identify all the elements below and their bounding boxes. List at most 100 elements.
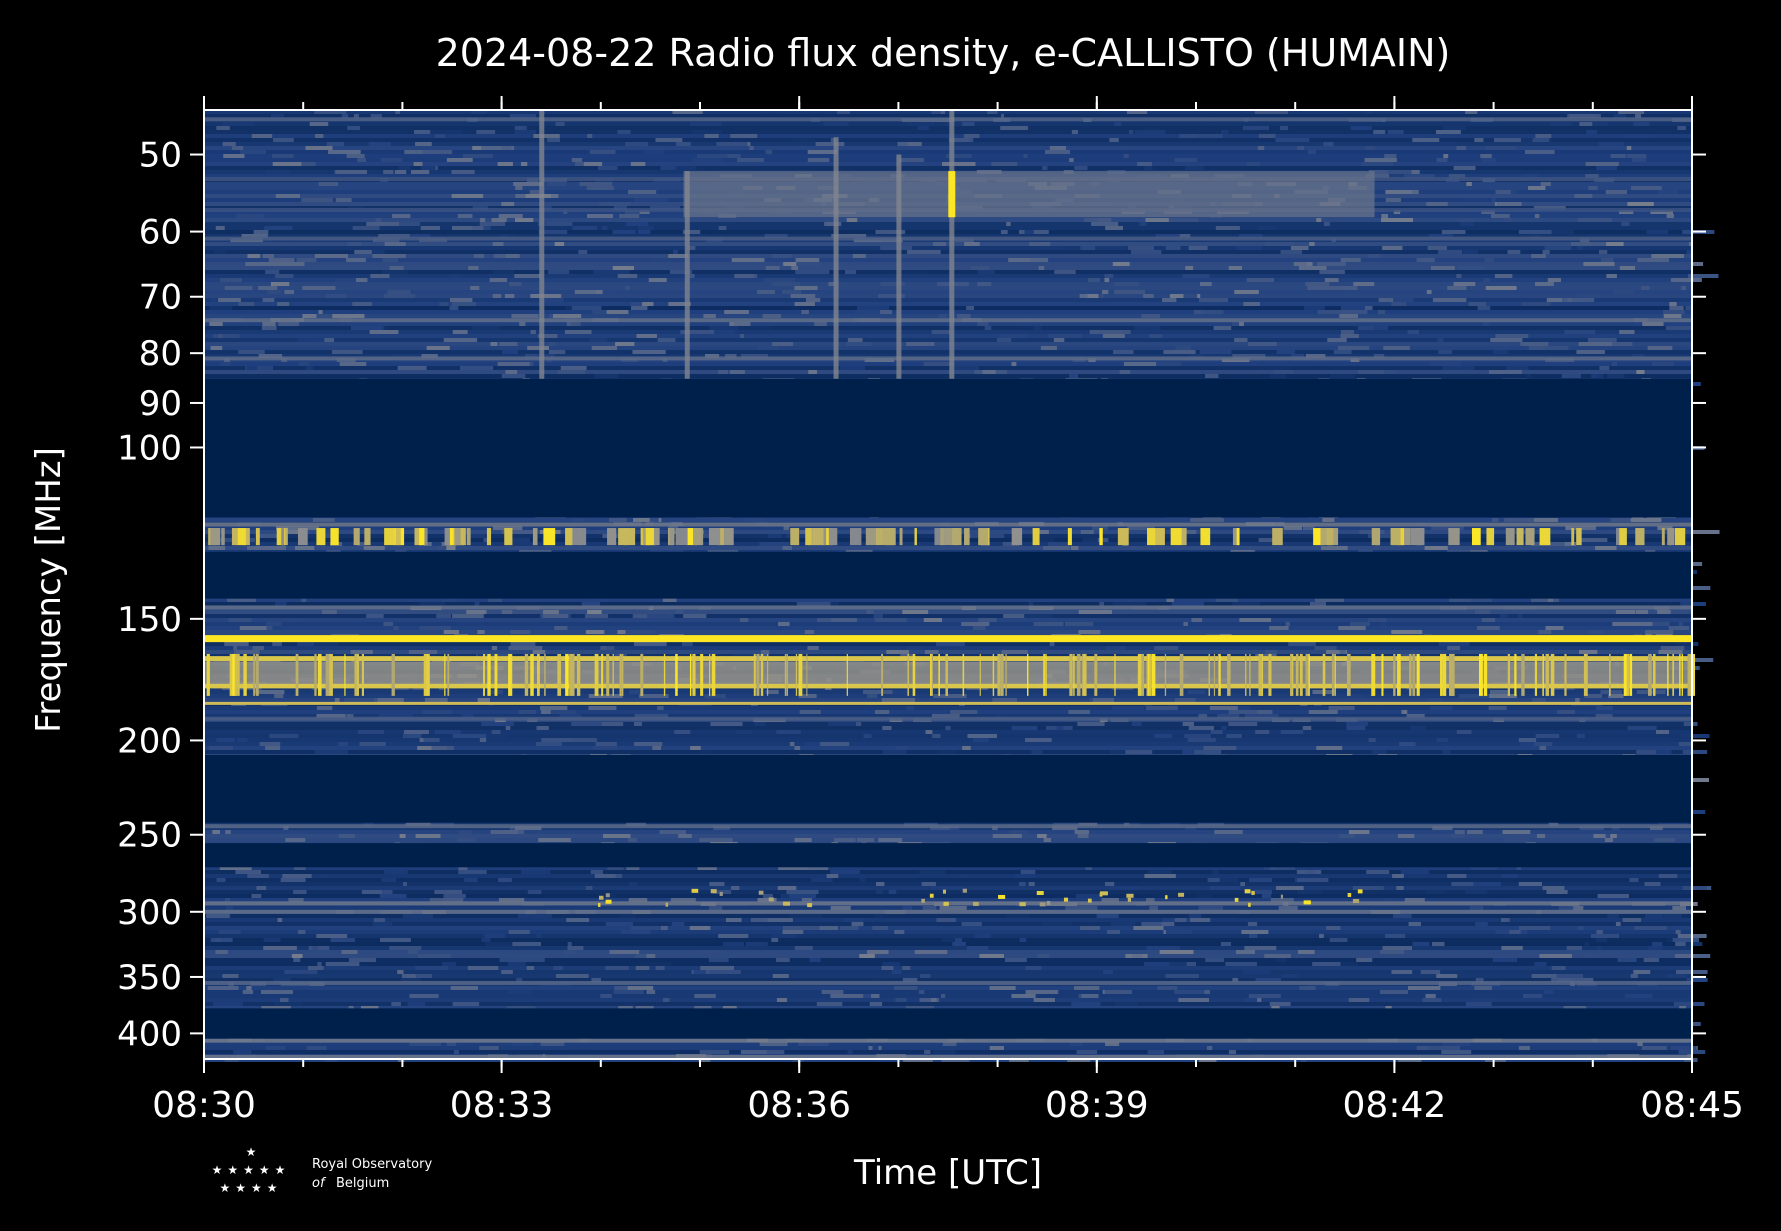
texture-speckle <box>298 362 310 366</box>
rfi-spike <box>784 653 786 696</box>
texture-speckle <box>409 994 439 998</box>
rfi-spike <box>1094 653 1098 696</box>
texture-speckle <box>228 618 252 622</box>
texture-speckle <box>655 138 683 142</box>
rfi-speckle <box>486 528 492 546</box>
texture-speckle <box>874 618 907 622</box>
texture-speckle <box>1688 242 1693 246</box>
texture-speckle <box>1228 1050 1236 1054</box>
texture-speckle <box>1576 734 1585 738</box>
texture-speckle <box>1416 258 1435 262</box>
texture-speckle <box>603 834 631 838</box>
texture-speckle <box>1436 158 1448 162</box>
texture-speckle <box>366 222 400 226</box>
texture-row <box>204 230 1692 234</box>
texture-speckle <box>479 1046 499 1050</box>
rfi-dot <box>998 894 1006 899</box>
texture-row <box>204 834 1692 838</box>
texture-speckle <box>807 646 819 650</box>
rfi-spike <box>1208 653 1211 696</box>
texture-speckle <box>1523 994 1543 998</box>
texture-speckle <box>1392 874 1404 878</box>
texture-speckle <box>316 934 348 938</box>
texture-speckle <box>559 714 582 718</box>
texture-speckle <box>630 306 648 310</box>
texture-speckle <box>265 746 281 750</box>
blank-band <box>204 378 1692 518</box>
texture-speckle <box>1302 726 1312 730</box>
texture-speckle <box>626 222 649 226</box>
texture-speckle <box>573 518 585 522</box>
texture-speckle <box>505 370 518 374</box>
texture-speckle <box>1193 310 1224 314</box>
texture-speckle <box>251 134 273 138</box>
texture-speckle <box>1590 934 1620 938</box>
texture-speckle <box>852 254 866 258</box>
texture-speckle <box>1134 130 1166 134</box>
texture-speckle <box>1399 742 1416 746</box>
texture-speckle <box>1407 170 1420 174</box>
texture-speckle <box>1242 970 1272 974</box>
rfi-spike <box>1245 653 1247 696</box>
texture-row <box>204 298 1692 302</box>
rfi-speckle <box>717 528 724 546</box>
texture-speckle <box>792 138 816 142</box>
texture-speckle <box>1178 998 1210 1002</box>
texture-speckle <box>1619 266 1636 270</box>
texture-speckle <box>750 918 777 922</box>
texture-speckle <box>745 942 768 946</box>
rfi-speckle <box>1326 528 1334 546</box>
texture-speckle <box>731 654 757 658</box>
texture-speckle <box>1043 546 1070 550</box>
texture-speckle <box>266 618 299 622</box>
texture-speckle <box>499 958 519 962</box>
texture-speckle <box>1598 142 1624 146</box>
texture-speckle <box>662 598 677 602</box>
texture-speckle <box>1400 870 1430 874</box>
texture-speckle <box>1055 998 1081 1002</box>
texture-speckle <box>1069 158 1074 162</box>
texture-speckle <box>1297 890 1322 894</box>
texture-speckle <box>1228 722 1258 726</box>
rfi-spike <box>709 653 711 696</box>
logo-text-line2: Belgium <box>336 1176 389 1191</box>
texture-speckle <box>588 598 607 602</box>
texture-speckle <box>324 338 335 342</box>
texture-speckle <box>240 150 266 154</box>
texture-speckle <box>270 282 290 286</box>
texture-speckle <box>782 926 802 930</box>
texture-speckle <box>778 622 790 626</box>
rfi-spike <box>232 653 237 696</box>
texture-speckle <box>1070 546 1079 550</box>
texture-speckle <box>1596 946 1601 950</box>
texture-speckle <box>807 150 837 154</box>
texture-speckle <box>1539 954 1572 958</box>
texture-speckle <box>1578 342 1613 346</box>
texture-speckle <box>937 750 957 754</box>
texture-row <box>204 222 1692 226</box>
texture-speckle <box>674 730 691 734</box>
texture-speckle <box>1451 882 1483 886</box>
rfi-spike <box>711 653 716 696</box>
texture-speckle <box>1622 918 1642 922</box>
rfi-speckle <box>1674 528 1686 546</box>
texture-speckle <box>1546 890 1568 894</box>
texture-speckle <box>1410 726 1426 730</box>
strong-rfi-band <box>204 635 1692 643</box>
texture-speckle <box>831 234 848 238</box>
texture-speckle <box>1304 306 1325 310</box>
rfi-spike <box>1268 653 1271 696</box>
texture-speckle <box>699 1050 730 1054</box>
texture-speckle <box>419 626 452 630</box>
texture-speckle <box>372 254 406 258</box>
texture-speckle <box>594 874 616 878</box>
texture-row <box>204 310 1692 314</box>
texture-speckle <box>1307 262 1313 266</box>
rfi-spike <box>1534 653 1538 696</box>
texture-speckle <box>633 302 654 306</box>
texture-speckle <box>591 978 602 982</box>
texture-speckle <box>1521 302 1551 306</box>
texture-speckle <box>481 722 514 726</box>
texture-speckle <box>326 142 344 146</box>
texture-speckle <box>919 870 946 874</box>
